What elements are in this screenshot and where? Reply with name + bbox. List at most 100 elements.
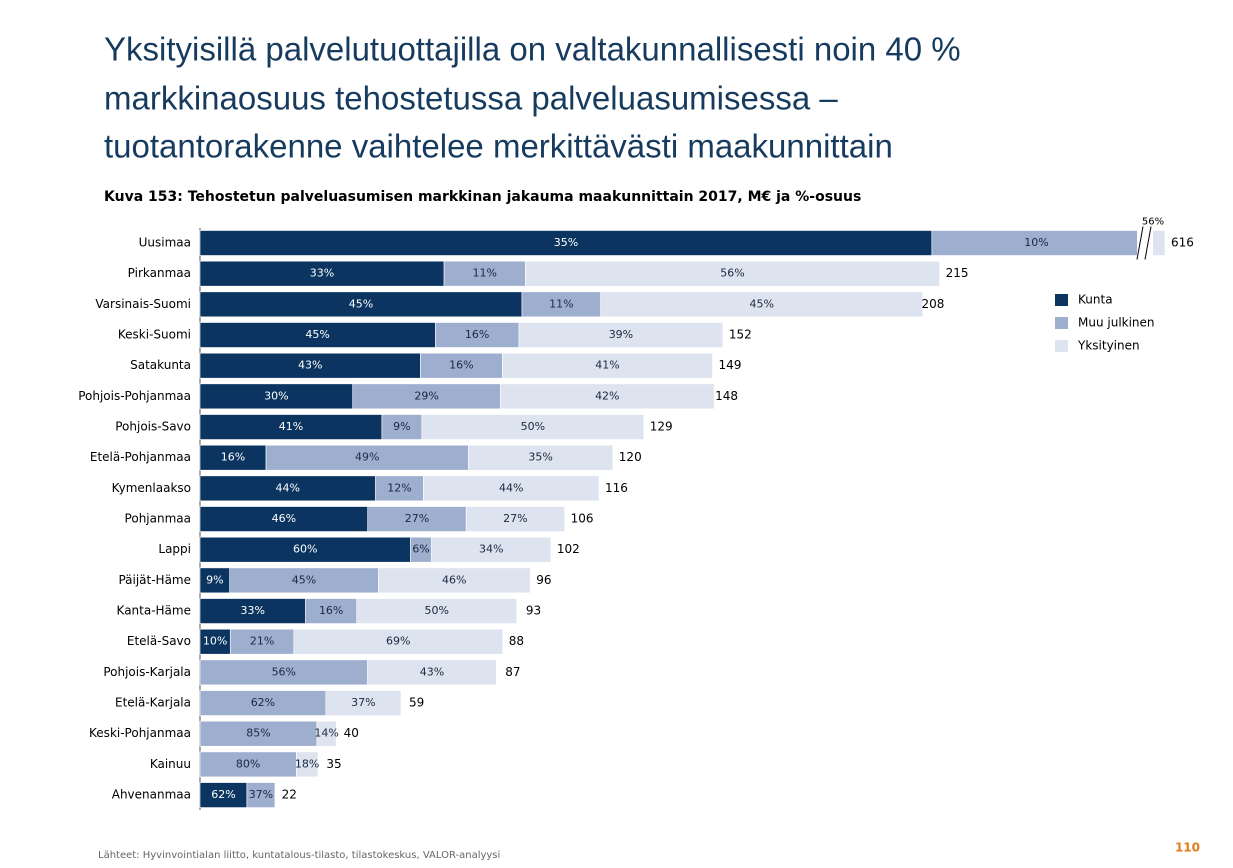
bar-segment bbox=[434, 322, 520, 348]
value-label: 18% bbox=[295, 757, 319, 770]
value-label: 27% bbox=[503, 512, 527, 525]
value-label: 10% bbox=[1024, 236, 1048, 249]
value-label: 80% bbox=[236, 757, 260, 770]
bar-segment bbox=[316, 720, 337, 747]
bar-segment bbox=[199, 291, 523, 318]
value-label: 44% bbox=[499, 481, 523, 494]
bar-segment bbox=[265, 444, 469, 471]
bar-segment bbox=[199, 230, 933, 256]
bar-segment bbox=[199, 598, 306, 624]
value-label: 30% bbox=[264, 389, 288, 402]
value-label: 62% bbox=[251, 696, 275, 709]
value-label: 62% bbox=[211, 788, 235, 801]
category-label: Lappi bbox=[158, 542, 191, 556]
break-mark bbox=[1144, 226, 1152, 260]
value-label: 34% bbox=[479, 543, 503, 556]
bar-segment bbox=[356, 598, 518, 624]
category-label: Ahvenanmaa bbox=[112, 788, 191, 802]
bar-segment bbox=[199, 352, 421, 379]
title-line: Yksityisillä palvelutuottajilla on valta… bbox=[104, 31, 961, 68]
value-label: 16% bbox=[319, 604, 343, 617]
value-label: 35% bbox=[528, 451, 552, 464]
total-label: 208 bbox=[922, 297, 945, 311]
total-label: 116 bbox=[605, 481, 628, 495]
value-label: 9% bbox=[206, 573, 223, 586]
source: Lähteet: Hyvinvointialan liitto, kuntata… bbox=[98, 850, 500, 861]
bar-segment bbox=[246, 782, 276, 808]
bar-segment bbox=[431, 536, 552, 563]
total-label: 87 bbox=[505, 665, 520, 679]
bar-segment bbox=[367, 506, 467, 532]
value-label: 85% bbox=[246, 727, 270, 740]
value-label: 10% bbox=[203, 635, 227, 648]
total-label: 215 bbox=[946, 266, 969, 280]
value-label: 45% bbox=[305, 328, 329, 341]
bar-segment bbox=[378, 567, 531, 594]
category-label: Keski-Suomi bbox=[118, 328, 191, 342]
value-label: 33% bbox=[310, 267, 334, 280]
value-label: 9% bbox=[393, 420, 410, 433]
value-label: 50% bbox=[425, 604, 449, 617]
bar-segment bbox=[199, 659, 368, 686]
value-label: 21% bbox=[250, 635, 274, 648]
bar-segment bbox=[352, 383, 501, 410]
title-line: tuotantorakenne vaihtelee merkittävästi … bbox=[104, 128, 893, 165]
bar-segment bbox=[199, 536, 411, 563]
value-label: 46% bbox=[442, 573, 466, 586]
bar-segment bbox=[199, 475, 376, 502]
category-label: Uusimaa bbox=[139, 236, 191, 250]
bar-segment bbox=[502, 352, 713, 379]
legend-label: Kunta bbox=[1078, 293, 1113, 307]
value-label: 16% bbox=[449, 359, 473, 372]
value-label: 16% bbox=[465, 328, 489, 341]
value-label: 49% bbox=[355, 451, 379, 464]
category-label: Pirkanmaa bbox=[128, 266, 191, 280]
value-label: 56% bbox=[272, 665, 296, 678]
bar-segment bbox=[420, 352, 503, 379]
bar-segment bbox=[229, 567, 379, 594]
category-label: Satakunta bbox=[130, 358, 191, 372]
total-label: 149 bbox=[719, 358, 742, 372]
bar-segment bbox=[199, 383, 354, 410]
legend-swatch bbox=[1055, 340, 1068, 352]
legend-swatch bbox=[1055, 317, 1068, 329]
total-label: 148 bbox=[715, 389, 738, 403]
value-label: 37% bbox=[249, 788, 273, 801]
category-label: Kainuu bbox=[150, 757, 191, 771]
value-label: 37% bbox=[351, 696, 375, 709]
value-label: 29% bbox=[414, 389, 438, 402]
value-label: 33% bbox=[241, 604, 265, 617]
break-mark bbox=[1136, 226, 1144, 260]
bar-segment bbox=[443, 260, 526, 287]
bar-segment bbox=[199, 720, 318, 747]
value-label: 39% bbox=[609, 328, 633, 341]
value-label: 43% bbox=[420, 665, 444, 678]
value-label: 11% bbox=[549, 297, 573, 310]
value-label: 50% bbox=[521, 420, 545, 433]
value-label: 56% bbox=[720, 267, 744, 280]
value-label: 45% bbox=[292, 573, 316, 586]
value-label: 42% bbox=[595, 389, 619, 402]
bar-segment bbox=[367, 659, 497, 686]
title-line: markkinaosuus tehostetussa palveluasumis… bbox=[104, 80, 838, 117]
legend-label: Muu julkinen bbox=[1078, 316, 1155, 330]
bar-segment bbox=[199, 322, 436, 348]
value-label: 41% bbox=[595, 359, 619, 372]
break-gap bbox=[1137, 228, 1153, 258]
bar-segment bbox=[500, 383, 715, 410]
value-label: 12% bbox=[387, 481, 411, 494]
bar-segment bbox=[199, 567, 231, 594]
value-label: 6% bbox=[412, 543, 429, 556]
total-label: 35 bbox=[326, 757, 341, 771]
bar-segment bbox=[468, 444, 614, 471]
bar-segment bbox=[521, 291, 601, 318]
total-label: 93 bbox=[526, 604, 541, 618]
bar-segment bbox=[518, 322, 724, 348]
total-label: 40 bbox=[344, 726, 359, 740]
category-label: Pohjois-Pohjanmaa bbox=[78, 389, 191, 403]
bar-segment bbox=[525, 260, 940, 287]
category-label: Kanta-Häme bbox=[117, 604, 191, 618]
bar-segment bbox=[305, 598, 358, 624]
total-label: 120 bbox=[619, 450, 642, 464]
